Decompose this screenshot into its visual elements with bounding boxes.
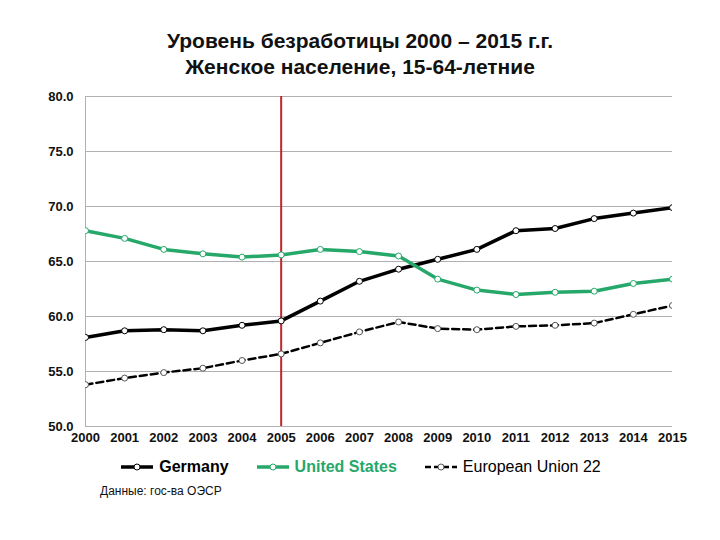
svg-text:2001: 2001 [110,430,139,445]
svg-text:2002: 2002 [149,430,178,445]
svg-text:60.0: 60.0 [48,309,73,324]
svg-text:2012: 2012 [541,430,570,445]
svg-text:2011: 2011 [502,430,530,445]
svg-text:2006: 2006 [306,430,335,445]
html-text:Уровень безработицы 2000 – 201: Уровень безработицы 2000 – 2015 г.г. [167,29,553,52]
svg-text:50.0: 50.0 [48,419,73,434]
svg-text:2004: 2004 [228,430,258,445]
svg-text:2007: 2007 [345,430,374,445]
html-text:European Union 22: European Union 22 [462,458,601,475]
svg-text:2003: 2003 [188,430,217,445]
svg-text:65.0: 65.0 [48,254,73,269]
svg-text:55.0: 55.0 [48,364,73,379]
svg-text:2010: 2010 [462,430,491,445]
svg-text:75.0: 75.0 [48,144,73,159]
html-text:Данные: гос-ва ОЭСР: Данные: гос-ва ОЭСР [100,484,222,498]
html-text:Germany: Germany [159,458,229,475]
svg-text:2014: 2014 [619,430,649,445]
html-text:United States: United States [294,458,397,475]
svg-text:2009: 2009 [423,430,452,445]
svg-text:2008: 2008 [384,430,413,445]
html-text:Женское население, 15-64-летни: Женское население, 15-64-летние [185,55,535,78]
svg-text:2000: 2000 [71,430,100,445]
svg-text:80.0: 80.0 [48,89,73,104]
svg-text:2015: 2015 [658,430,687,445]
svg-text:2013: 2013 [580,430,609,445]
svg-text:2005: 2005 [267,430,296,445]
svg-text:70.0: 70.0 [48,199,73,214]
